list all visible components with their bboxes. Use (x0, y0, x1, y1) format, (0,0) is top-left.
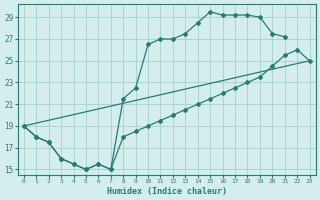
X-axis label: Humidex (Indice chaleur): Humidex (Indice chaleur) (107, 187, 227, 196)
